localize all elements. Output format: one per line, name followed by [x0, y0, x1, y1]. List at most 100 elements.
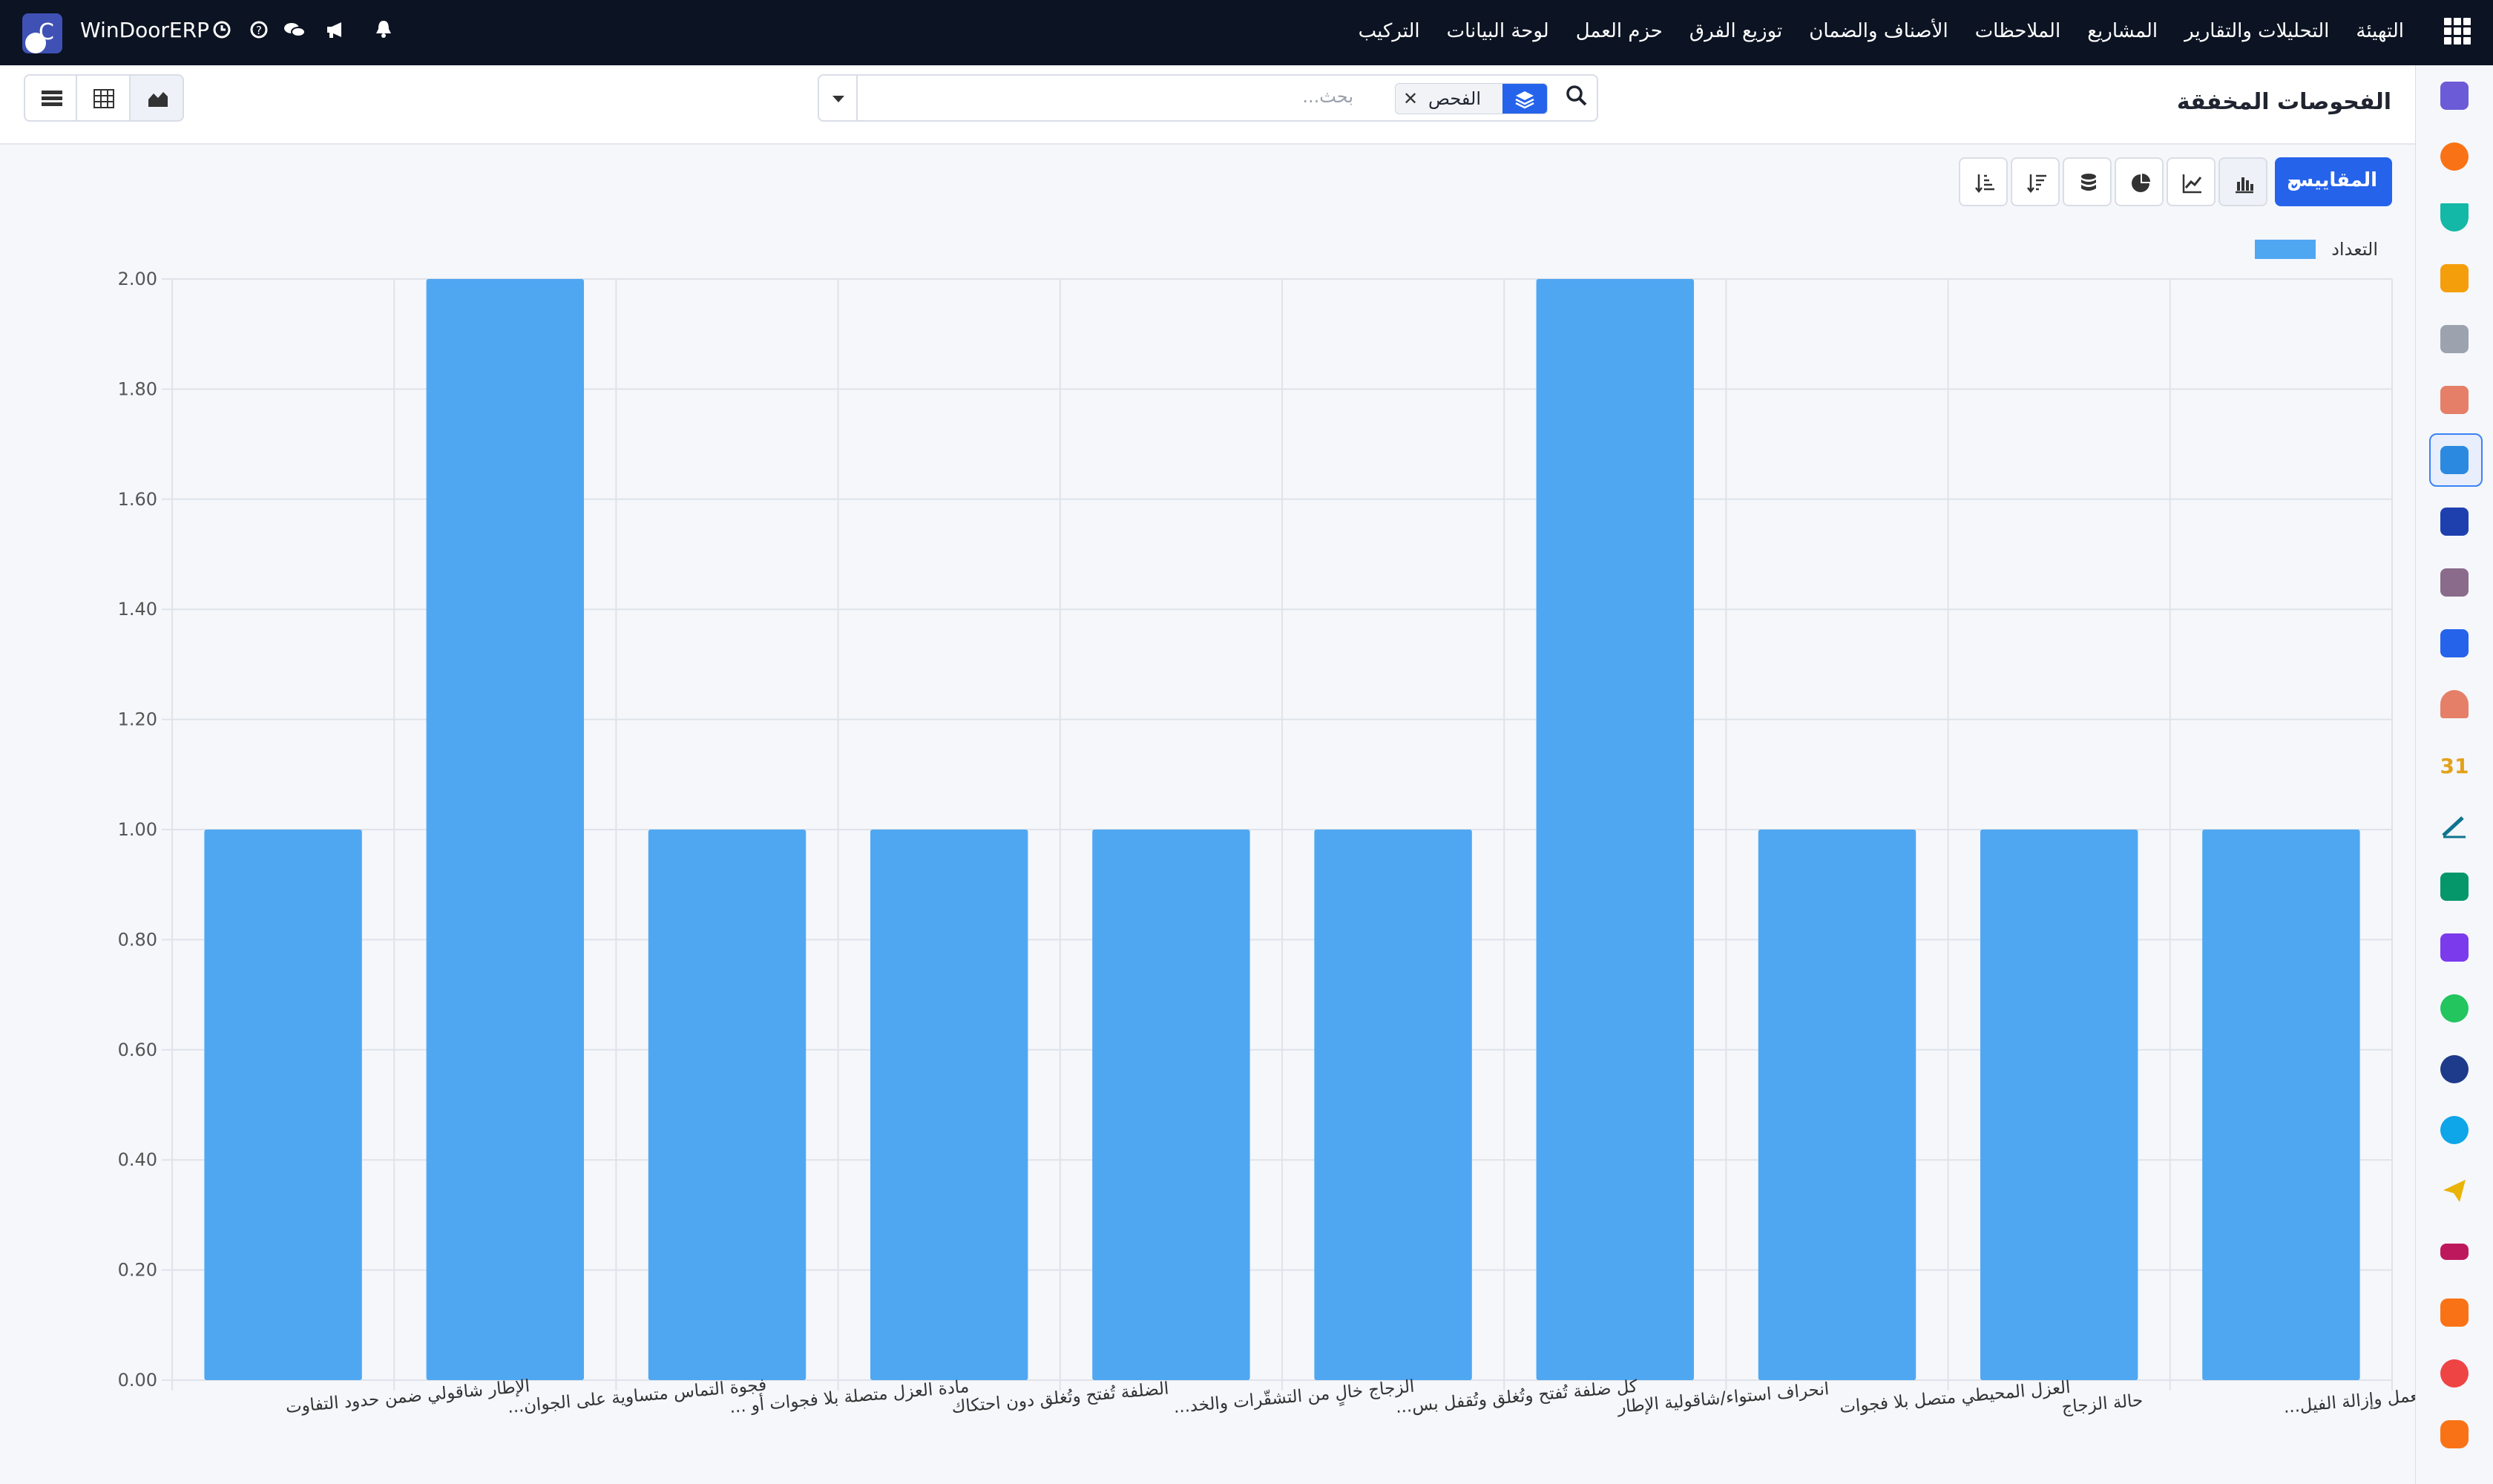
sort-ascending-icon [1975, 174, 1994, 194]
y-tick-label: 2.00 [118, 269, 157, 289]
stacked-button[interactable] [2063, 157, 2112, 206]
sidebar-app-icon-sales[interactable] [2440, 203, 2469, 232]
chart-bar[interactable] [2202, 830, 2360, 1380]
caret-down-icon [832, 96, 844, 102]
y-tick-label: 0.80 [118, 929, 157, 950]
x-tick-label: تنظيف منطقة العمل وإزالة الفيل... [2283, 1376, 2415, 1417]
layers-icon [1502, 84, 1547, 114]
sidebar-app-icon-whatsapp[interactable] [2440, 994, 2469, 1022]
sort-descending-button[interactable] [2011, 157, 2060, 206]
x-tick-label: حالة الزجاج [2060, 1391, 2144, 1416]
sidebar-app-icon-payroll[interactable] [2440, 1244, 2469, 1260]
bell-icon[interactable] [374, 18, 393, 47]
sidebar-app-icon-telegram[interactable] [2440, 1177, 2469, 1205]
apps-grid-icon[interactable] [2444, 18, 2471, 45]
facet-label: الفحص [1428, 88, 1482, 109]
y-tick-label: 0.20 [118, 1260, 157, 1281]
pie-chart-button[interactable] [2115, 157, 2164, 206]
menu-item-notes[interactable]: الملاحظات [1974, 20, 2061, 42]
search-options-toggle[interactable] [819, 76, 858, 120]
chart-bar[interactable] [1314, 830, 1472, 1380]
menu-item-analytics-reports[interactable]: التحليلات والتقارير [2184, 20, 2330, 42]
sidebar-app-icon-settings[interactable] [2440, 1420, 2469, 1448]
sidebar-app-icon-discuss[interactable] [2440, 142, 2469, 171]
sidebar-app-icon-modules[interactable] [2440, 1298, 2469, 1327]
sidebar-app-icon-invoicing[interactable] [2440, 629, 2469, 657]
menu-item-items-warranty[interactable]: الأصناف والضمان [1809, 20, 1948, 42]
search-bar: بحث... ✕ الفحص [818, 74, 1598, 122]
chart-bar[interactable] [1758, 830, 1916, 1380]
y-tick-label: 1.00 [118, 819, 157, 840]
chart-legend[interactable]: التعداد [2255, 239, 2378, 260]
x-tick-label: فجوة التماس متساوية على الجوان... [507, 1376, 767, 1417]
pie-chart-icon [2132, 174, 2150, 192]
top-navbar: C WinDoorERP ? التركيب لوحة البيانات حزم… [0, 0, 2493, 65]
app-sidebar: 31 [2415, 65, 2493, 1484]
menu-item-work-packages[interactable]: حزم العمل [1575, 20, 1663, 42]
sidebar-app-icon-quality[interactable] [2440, 446, 2469, 474]
menu-item-dashboard[interactable]: لوحة البيانات [1446, 20, 1549, 42]
chart-bar[interactable] [870, 830, 1028, 1380]
y-tick-label: 1.40 [118, 599, 157, 620]
sidebar-app-icon-knowledge[interactable] [2440, 508, 2469, 536]
bar-chart-icon [2236, 177, 2253, 194]
line-chart-icon [2182, 174, 2202, 194]
svg-text:?: ? [256, 24, 262, 37]
sidebar-app-icon-reports[interactable] [2440, 264, 2469, 292]
pivot-view-button[interactable] [77, 74, 131, 122]
megaphone-icon[interactable] [325, 18, 347, 47]
line-chart-button[interactable] [2167, 157, 2216, 206]
sidebar-app-icon-employees[interactable] [2440, 690, 2469, 718]
y-tick-label: 0.40 [118, 1149, 157, 1170]
sidebar-app-icon-mail[interactable] [2440, 82, 2469, 110]
y-tick-label: 1.80 [118, 378, 157, 399]
sidebar-app-icon-contacts[interactable] [2440, 386, 2469, 414]
sidebar-app-icon-website[interactable] [2440, 1116, 2469, 1144]
page-title: الفحوصات المخفقة [2176, 89, 2391, 115]
y-tick-label: 1.20 [118, 709, 157, 730]
bar-chart-button[interactable] [2218, 157, 2267, 206]
database-icon [2081, 174, 2096, 191]
sidebar-app-icon-calendar[interactable]: 31 [2440, 751, 2469, 779]
sidebar-app-icon-planning[interactable] [2440, 1359, 2469, 1388]
search-icon[interactable] [1566, 85, 1588, 110]
caret-down-icon [2288, 180, 2300, 186]
help-icon[interactable]: ? [249, 18, 269, 47]
clock-icon[interactable] [212, 18, 231, 47]
sidebar-app-icon-dashboards[interactable] [2440, 933, 2469, 962]
sort-ascending-button[interactable] [1959, 157, 2008, 206]
menu-item-configuration[interactable]: التهيئة [2356, 20, 2404, 42]
chart-bar[interactable] [1092, 830, 1250, 1380]
sidebar-app-icon-timer[interactable] [2440, 1055, 2469, 1083]
bar-chart: 0.00 0.20 0.40 0.60 0.80 1.00 1.20 1.40 1.60 1.80… [118, 269, 2415, 1421]
menu-item-projects[interactable]: المشاريع [2087, 20, 2158, 42]
company-logo[interactable]: C [22, 13, 62, 53]
list-view-button[interactable] [24, 74, 77, 122]
graph-view-button[interactable] [131, 74, 184, 122]
sidebar-app-icon-sign[interactable] [2440, 812, 2469, 840]
menu-item-team-distribution[interactable]: توزيع الفرق [1689, 20, 1783, 42]
chart-bar[interactable] [1980, 830, 2138, 1380]
svg-text:31: 31 [2440, 754, 2469, 778]
chart-bar[interactable] [426, 279, 585, 1380]
y-tick-label: 0.60 [118, 1040, 157, 1060]
menu-item-installation[interactable]: التركيب [1358, 20, 1420, 42]
chart-bar[interactable] [204, 830, 362, 1380]
chart-bar[interactable] [648, 830, 807, 1380]
x-tick-label: الإطار شاقولي ضمن حدود التفاوت [285, 1376, 531, 1417]
sidebar-app-icon-products[interactable] [2440, 568, 2469, 597]
control-panel: بحث... ✕ الفحص الفحوصات المخفقة [0, 65, 2415, 145]
app-name[interactable]: WinDoorERP [80, 18, 209, 42]
remove-facet-icon[interactable]: ✕ [1403, 88, 1419, 109]
graph-area: 0.00 0.20 0.40 0.60 0.80 1.00 1.20 1.40 1.60 1.80… [0, 223, 2415, 1484]
search-input[interactable]: بحث... [1302, 86, 1353, 107]
legend-swatch [2255, 240, 2316, 259]
chat-icon[interactable] [283, 18, 306, 47]
x-tick-label: انحراف استواء/شاقولية الإطار [1616, 1379, 1830, 1417]
chart-bar[interactable] [1536, 279, 1695, 1380]
main-menu: التركيب لوحة البيانات حزم العمل توزيع ال… [1332, 16, 2404, 46]
sidebar-app-icon-inventory[interactable] [2440, 325, 2469, 353]
measures-dropdown[interactable]: المقاييس [2275, 157, 2392, 206]
x-tick-label: الزجاج خالٍ من التشقّرات والخد... [1173, 1377, 1416, 1421]
sidebar-app-icon-recruitment[interactable] [2440, 873, 2469, 901]
